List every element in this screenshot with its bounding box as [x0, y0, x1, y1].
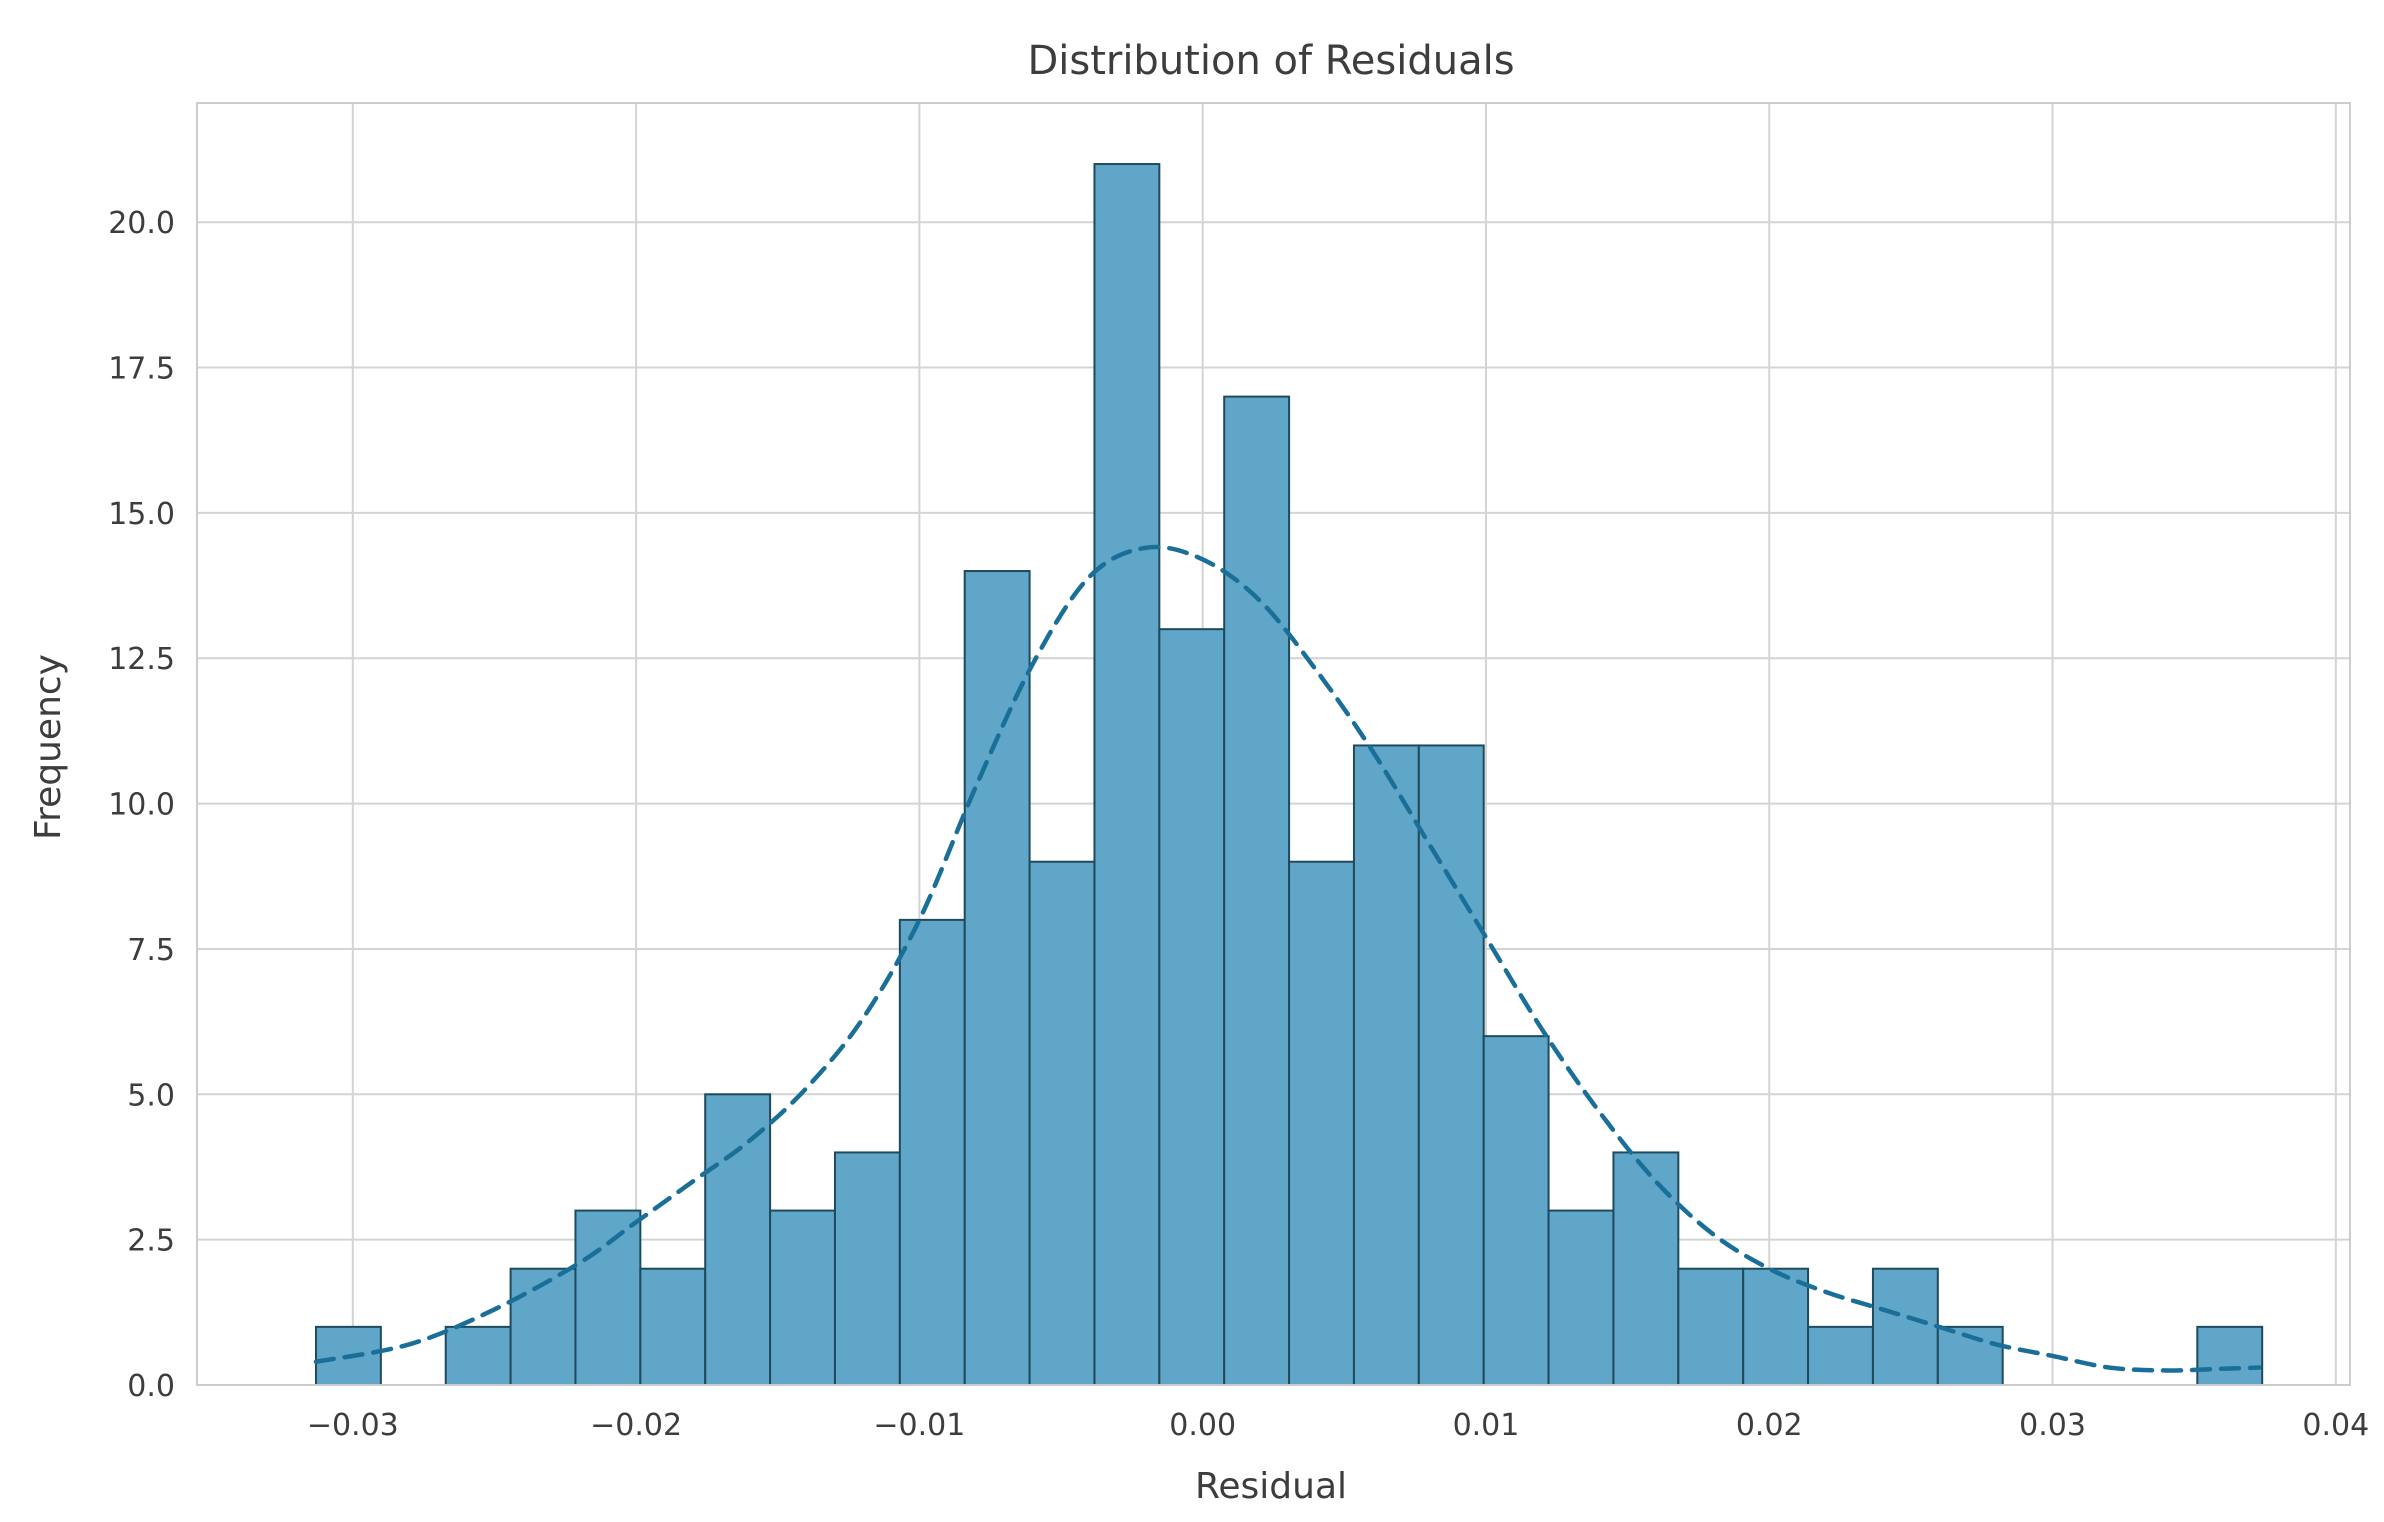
histogram-bar-29 [2196, 1325, 2264, 1386]
y-tick-label: 7.5 [127, 933, 175, 968]
kde-density-curve [313, 544, 2262, 1373]
y-tick-label: 17.5 [108, 352, 175, 387]
y-tick-label: 5.0 [127, 1078, 175, 1113]
histogram-bar-6 [704, 1093, 772, 1386]
x-axis-title: Residual [1195, 1466, 1347, 1507]
histogram-bar-24 [1871, 1267, 1939, 1387]
density-curve-layer [313, 544, 2262, 1373]
histogram-bar-14 [1223, 395, 1291, 1386]
y-tick-label: 0.0 [127, 1369, 175, 1404]
x-tick-label: 0.00 [1169, 1408, 1236, 1443]
histogram-bar-10 [963, 570, 1031, 1386]
x-tick-label: 0.01 [1453, 1408, 1520, 1443]
histogram-bar-16 [1352, 744, 1420, 1386]
histogram-bar-23 [1807, 1325, 1874, 1386]
histogram-bar-21 [1677, 1267, 1745, 1387]
histogram-bar-18 [1482, 1035, 1550, 1387]
y-tick-label: 15.0 [108, 497, 175, 532]
y-tick-label: 10.0 [108, 788, 175, 823]
x-tick-label: −0.02 [590, 1408, 682, 1443]
histogram-bar-11 [1028, 860, 1096, 1386]
y-tick-label: 12.5 [108, 642, 175, 677]
histogram-bar-5 [639, 1267, 707, 1387]
histogram-bar-22 [1742, 1267, 1810, 1387]
histogram-bar-20 [1612, 1151, 1680, 1386]
x-tick-label: 0.04 [2302, 1408, 2369, 1443]
histogram-bar-7 [769, 1209, 836, 1387]
histogram-bar-12 [1093, 163, 1161, 1387]
histogram-bar-13 [1158, 628, 1226, 1386]
plot-frame [196, 102, 2351, 1386]
histogram-bar-17 [1417, 744, 1485, 1386]
y-tick-label: 2.5 [127, 1224, 175, 1259]
x-tick-label: 0.03 [2019, 1408, 2086, 1443]
x-tick-label: −0.03 [307, 1408, 399, 1443]
y-axis-title: Frequency [28, 654, 69, 840]
histogram-bars [314, 163, 2264, 1387]
y-tick-label: 20.0 [108, 206, 175, 241]
histogram-bar-15 [1288, 860, 1355, 1386]
y-tick-labels: 0.0 2.5 5.0 7.5 10.0 12.5 15.0 17.5 20.0 [108, 206, 175, 1404]
chart-title: Distribution of Residuals [1027, 38, 1514, 84]
histogram-bar-19 [1547, 1209, 1615, 1387]
x-tick-label: 0.02 [1736, 1408, 1803, 1443]
histogram-bar-4 [574, 1209, 642, 1387]
histogram-bar-2 [444, 1325, 512, 1386]
histogram-bar-8 [833, 1151, 901, 1386]
x-tick-labels: −0.03 −0.02 −0.01 0.00 0.01 0.02 0.03 0.04 [307, 1408, 2369, 1443]
histogram-bar-9 [898, 918, 966, 1387]
x-tick-label: −0.01 [873, 1408, 965, 1443]
